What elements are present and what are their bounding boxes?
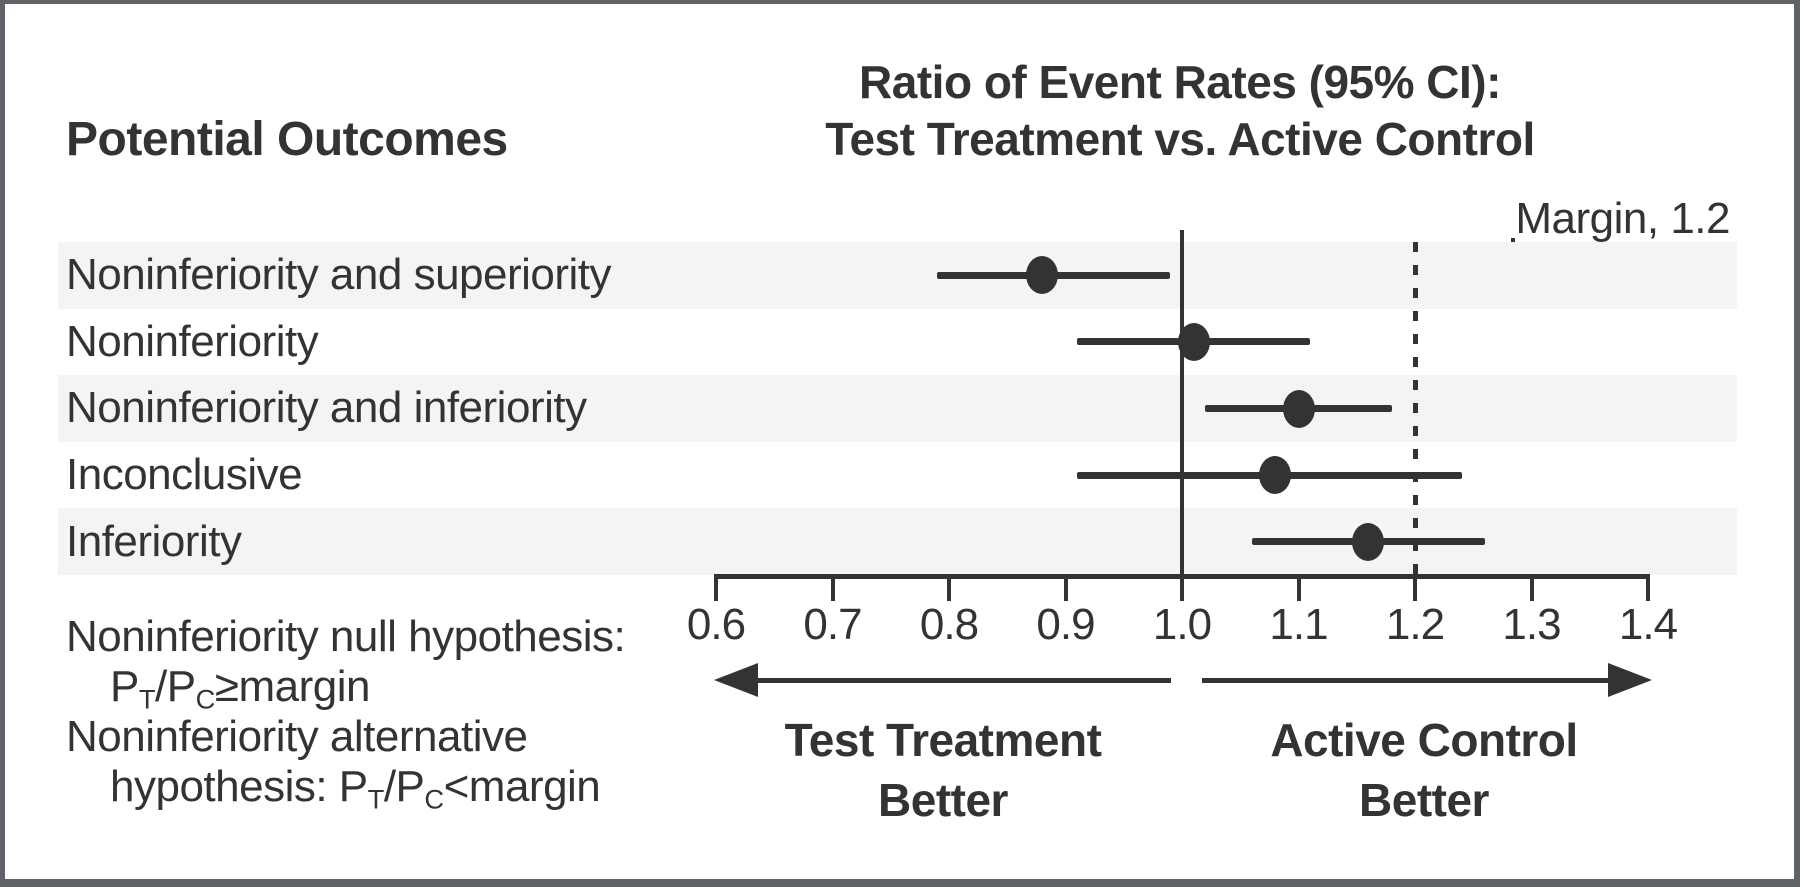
row-stripe: [58, 508, 1737, 575]
chart-title-line1: Ratio of Event Rates (95% CI):: [859, 56, 1501, 108]
reference-line-1-0: [1180, 230, 1184, 578]
row-stripe: [58, 375, 1737, 442]
x-axis-tick: [830, 578, 835, 601]
x-axis-tick: [1180, 578, 1184, 601]
x-axis-tick-label: 1.4: [1618, 600, 1678, 649]
hypotheses-text-block: Noninferiority null hypothesis: PT/PC≥mar…: [66, 612, 626, 815]
hypothesis-line: Noninferiority alternative: [66, 712, 528, 761]
direction-label-right: Active Control Better: [1164, 710, 1684, 830]
direction-label-left-line2: Better: [878, 774, 1008, 826]
chart-title-line2: Test Treatment vs. Active Control: [825, 113, 1535, 165]
x-axis-tick-label: 1.3: [1502, 600, 1561, 649]
noninferiority-margin-line: [1412, 242, 1418, 578]
point-estimate-dot: [1259, 456, 1292, 495]
x-axis-tick: [714, 578, 718, 601]
right-arrowhead-icon: [1608, 663, 1652, 697]
hypothesis-line: Noninferiority null hypothesis:: [66, 612, 626, 661]
hypothesis-line: PT/PC≥margin: [110, 662, 370, 715]
direction-label-left-line1: Test Treatment: [784, 714, 1102, 766]
left-arrowhead-icon: [714, 663, 758, 697]
x-axis-tick-label: 1.2: [1385, 600, 1445, 649]
point-estimate-dot: [1177, 322, 1210, 361]
direction-label-left: Test Treatment Better: [683, 710, 1203, 830]
x-axis-tick: [1063, 578, 1068, 601]
chart-title: Ratio of Event Rates (95% CI): Test Trea…: [700, 54, 1660, 168]
direction-label-right-line2: Better: [1359, 774, 1489, 826]
point-estimate-dot: [1026, 256, 1059, 295]
x-axis-tick-label: 1.0: [1152, 600, 1212, 649]
row-label: Noninferiority and inferiority: [66, 383, 587, 433]
x-axis-tick-label: 0.8: [919, 600, 979, 649]
row-stripe: [58, 242, 1737, 309]
direction-label-right-line1: Active Control: [1270, 714, 1578, 766]
x-axis-tick-label: 1.1: [1269, 600, 1328, 649]
x-axis-tick-label: 0.7: [803, 600, 862, 649]
hypothesis-line: hypothesis: PT/PC<margin: [110, 762, 601, 815]
point-estimate-dot: [1282, 389, 1315, 428]
row-label: Inconclusive: [66, 450, 303, 500]
point-estimate-dot: [1352, 522, 1385, 561]
x-axis-tick: [947, 578, 951, 601]
row-label: Inferiority: [66, 516, 242, 566]
x-axis-tick: [1413, 578, 1417, 601]
row-label: Noninferiority and superiority: [66, 250, 612, 300]
x-axis-tick-label: 0.9: [1036, 600, 1095, 649]
test-treatment-better-arrow: [753, 678, 1171, 683]
active-control-better-arrow: [1202, 678, 1608, 683]
x-axis-tick: [1529, 578, 1534, 601]
x-axis-line: [714, 574, 1650, 579]
column-heading-potential-outcomes: Potential Outcomes: [66, 113, 508, 166]
x-axis-tick: [1646, 578, 1650, 601]
x-axis-tick-label: 0.6: [686, 600, 746, 649]
margin-annotation-label: Margin, 1.2: [1515, 194, 1730, 243]
row-label: Noninferiority: [66, 316, 319, 366]
x-axis-tick: [1296, 578, 1301, 601]
